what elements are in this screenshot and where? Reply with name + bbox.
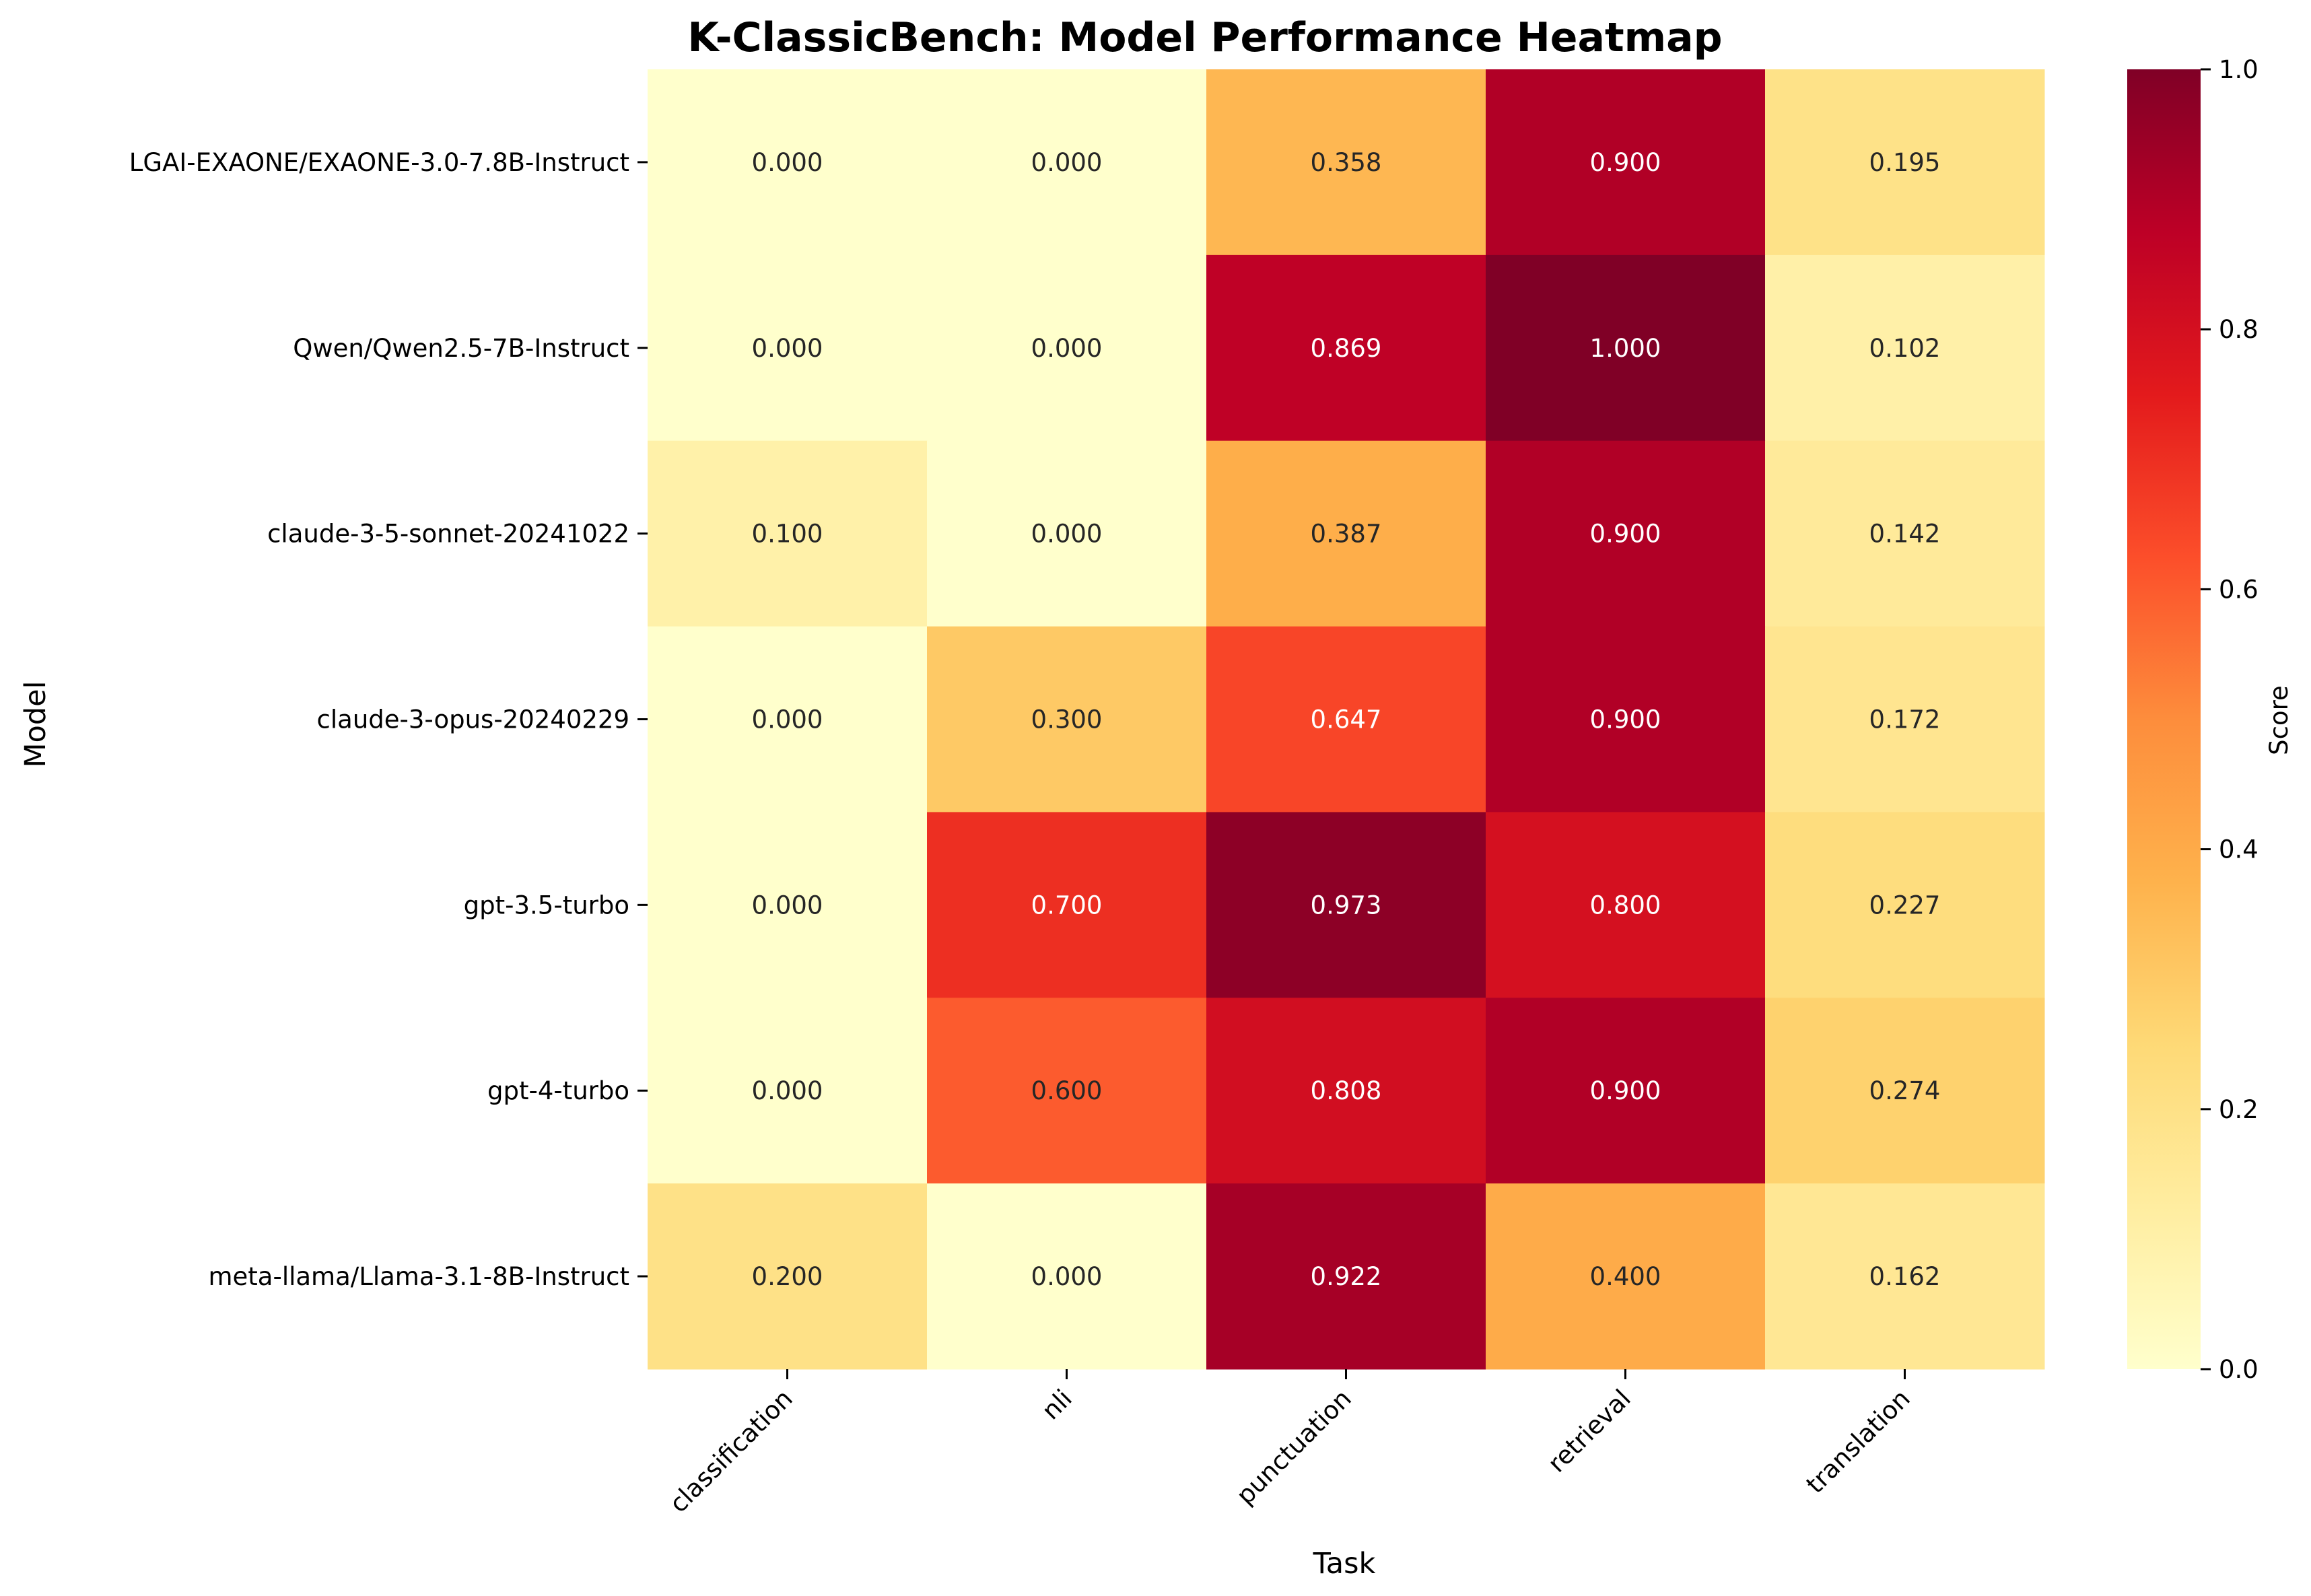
heatmap-cell bbox=[648, 998, 928, 1184]
heatmap-cell bbox=[1765, 812, 2045, 998]
colorbar bbox=[2127, 69, 2201, 1369]
heatmap-cell bbox=[1206, 254, 1486, 442]
chart-title: K-ClassicBench: Model Performance Heatma… bbox=[687, 14, 1722, 61]
heatmap-cell bbox=[927, 69, 1207, 256]
x-axis-label: Task bbox=[1313, 1547, 1376, 1581]
cell-value-label: 0.900 bbox=[1590, 1076, 1661, 1105]
cell-value-label: 0.900 bbox=[1590, 148, 1661, 177]
cell-value-label: 0.200 bbox=[752, 1262, 823, 1291]
heatmap-cell bbox=[1765, 626, 2045, 812]
cell-value-labels: 0.000 0.000 0.358 0.900 0.195 0.000 0.000 0.869… bbox=[752, 148, 1941, 1291]
cell-value-label: 0.700 bbox=[1031, 891, 1103, 920]
heatmap-cell bbox=[927, 254, 1207, 442]
y-axis-label: Model bbox=[19, 681, 53, 767]
x-axis-ticks: classification nli punctuation retrieval tra… bbox=[664, 1369, 1916, 1519]
cell-value-label: 0.102 bbox=[1869, 334, 1941, 363]
colorbar-tick-label: 0.2 bbox=[2219, 1095, 2258, 1124]
cell-value-label: 0.100 bbox=[752, 520, 823, 549]
y-tick-label: claude-3-opus-20240229 bbox=[317, 705, 629, 734]
cell-value-label: 0.162 bbox=[1869, 1262, 1941, 1291]
heatmap-cell bbox=[648, 69, 928, 256]
y-tick-label: Qwen/Qwen2.5-7B-Instruct bbox=[293, 334, 629, 363]
cell-value-label: 0.400 bbox=[1590, 1262, 1661, 1291]
cell-value-label: 0.869 bbox=[1311, 334, 1382, 363]
cell-value-label: 0.647 bbox=[1311, 705, 1382, 734]
cell-value-label: 0.274 bbox=[1869, 1076, 1941, 1105]
cell-value-label: 0.000 bbox=[1031, 148, 1103, 177]
cell-value-label: 0.000 bbox=[1031, 1262, 1103, 1291]
heatmap-cell bbox=[1486, 1183, 1766, 1370]
heatmap-cell bbox=[648, 1183, 928, 1370]
x-tick-label: translation bbox=[1801, 1384, 1916, 1499]
cell-value-label: 0.000 bbox=[1031, 334, 1103, 363]
cell-value-label: 0.227 bbox=[1869, 891, 1941, 920]
heatmap-cell bbox=[1486, 440, 1766, 627]
x-tick-label: retrieval bbox=[1542, 1384, 1636, 1478]
heatmap-cell bbox=[1206, 69, 1486, 256]
colorbar-tick-label: 1.0 bbox=[2219, 55, 2258, 84]
cell-value-label: 0.142 bbox=[1869, 520, 1941, 549]
cell-value-label: 0.195 bbox=[1869, 148, 1941, 177]
cell-value-label: 0.800 bbox=[1590, 891, 1661, 920]
cell-value-label: 0.600 bbox=[1031, 1076, 1103, 1105]
cell-value-label: 0.973 bbox=[1311, 891, 1382, 920]
heatmap-cell bbox=[1206, 1183, 1486, 1370]
heatmap-cell bbox=[1765, 254, 2045, 442]
x-tick-label: nli bbox=[1036, 1384, 1078, 1426]
heatmap-cell bbox=[648, 254, 928, 442]
heatmap-cell bbox=[648, 812, 928, 998]
heatmap-cells bbox=[648, 69, 2045, 1370]
heatmap-cell bbox=[1765, 1183, 2045, 1370]
cell-value-label: 0.900 bbox=[1590, 520, 1661, 549]
heatmap-cell bbox=[1765, 69, 2045, 256]
y-tick-label: LGAI-EXAONE/EXAONE-3.0-7.8B-Instruct bbox=[129, 148, 629, 177]
heatmap-cell bbox=[927, 1183, 1207, 1370]
y-tick-label: gpt-4-turbo bbox=[487, 1076, 629, 1105]
heatmap-cell bbox=[1206, 440, 1486, 627]
y-axis-ticks: LGAI-EXAONE/EXAONE-3.0-7.8B-Instruct Qwen… bbox=[129, 148, 648, 1291]
cell-value-label: 0.900 bbox=[1590, 705, 1661, 734]
heatmap-cell bbox=[1486, 626, 1766, 812]
heatmap-cell bbox=[927, 626, 1207, 812]
heatmap-cell bbox=[1206, 812, 1486, 998]
cell-value-label: 0.000 bbox=[752, 891, 823, 920]
cell-value-label: 0.387 bbox=[1311, 520, 1382, 549]
colorbar-tick-label: 0.0 bbox=[2219, 1355, 2258, 1384]
heatmap-cell bbox=[1206, 626, 1486, 812]
cell-value-label: 0.922 bbox=[1311, 1262, 1382, 1291]
heatmap-cell bbox=[1206, 998, 1486, 1184]
cell-value-label: 0.000 bbox=[1031, 520, 1103, 549]
heatmap-cell bbox=[648, 626, 928, 812]
heatmap-cell bbox=[1486, 69, 1766, 256]
colorbar-ticks: 0.0 0.2 0.4 0.6 0.8 1.0 bbox=[2201, 55, 2258, 1384]
y-tick-label: claude-3-5-sonnet-20241022 bbox=[267, 520, 629, 549]
heatmap-cell bbox=[1486, 998, 1766, 1184]
cell-value-label: 0.808 bbox=[1311, 1076, 1382, 1105]
heatmap-cell bbox=[1486, 812, 1766, 998]
colorbar-tick-label: 0.4 bbox=[2219, 835, 2258, 864]
x-tick-label: classification bbox=[664, 1384, 798, 1519]
cell-value-label: 0.000 bbox=[752, 334, 823, 363]
cell-value-label: 0.300 bbox=[1031, 705, 1103, 734]
y-tick-label: gpt-3.5-turbo bbox=[464, 891, 629, 920]
heatmap-cell bbox=[927, 812, 1207, 998]
heatmap-cell bbox=[927, 998, 1207, 1184]
cell-value-label: 0.000 bbox=[752, 148, 823, 177]
y-tick-label: meta-llama/Llama-3.1-8B-Instruct bbox=[208, 1262, 629, 1291]
cell-value-label: 0.000 bbox=[752, 1076, 823, 1105]
heatmap-cell bbox=[927, 440, 1207, 627]
heatmap-cell bbox=[648, 440, 928, 627]
cell-value-label: 0.000 bbox=[752, 705, 823, 734]
cell-value-label: 1.000 bbox=[1590, 334, 1661, 363]
x-tick-label: punctuation bbox=[1231, 1384, 1357, 1511]
colorbar-tick-label: 0.6 bbox=[2219, 575, 2258, 604]
colorbar-tick-label: 0.8 bbox=[2219, 315, 2258, 344]
cell-value-label: 0.172 bbox=[1869, 705, 1941, 734]
colorbar-label: Score bbox=[2265, 685, 2293, 755]
cell-value-label: 0.358 bbox=[1311, 148, 1382, 177]
heatmap-cell bbox=[1765, 998, 2045, 1184]
heatmap-cell bbox=[1486, 254, 1766, 442]
heatmap-cell bbox=[1765, 440, 2045, 627]
